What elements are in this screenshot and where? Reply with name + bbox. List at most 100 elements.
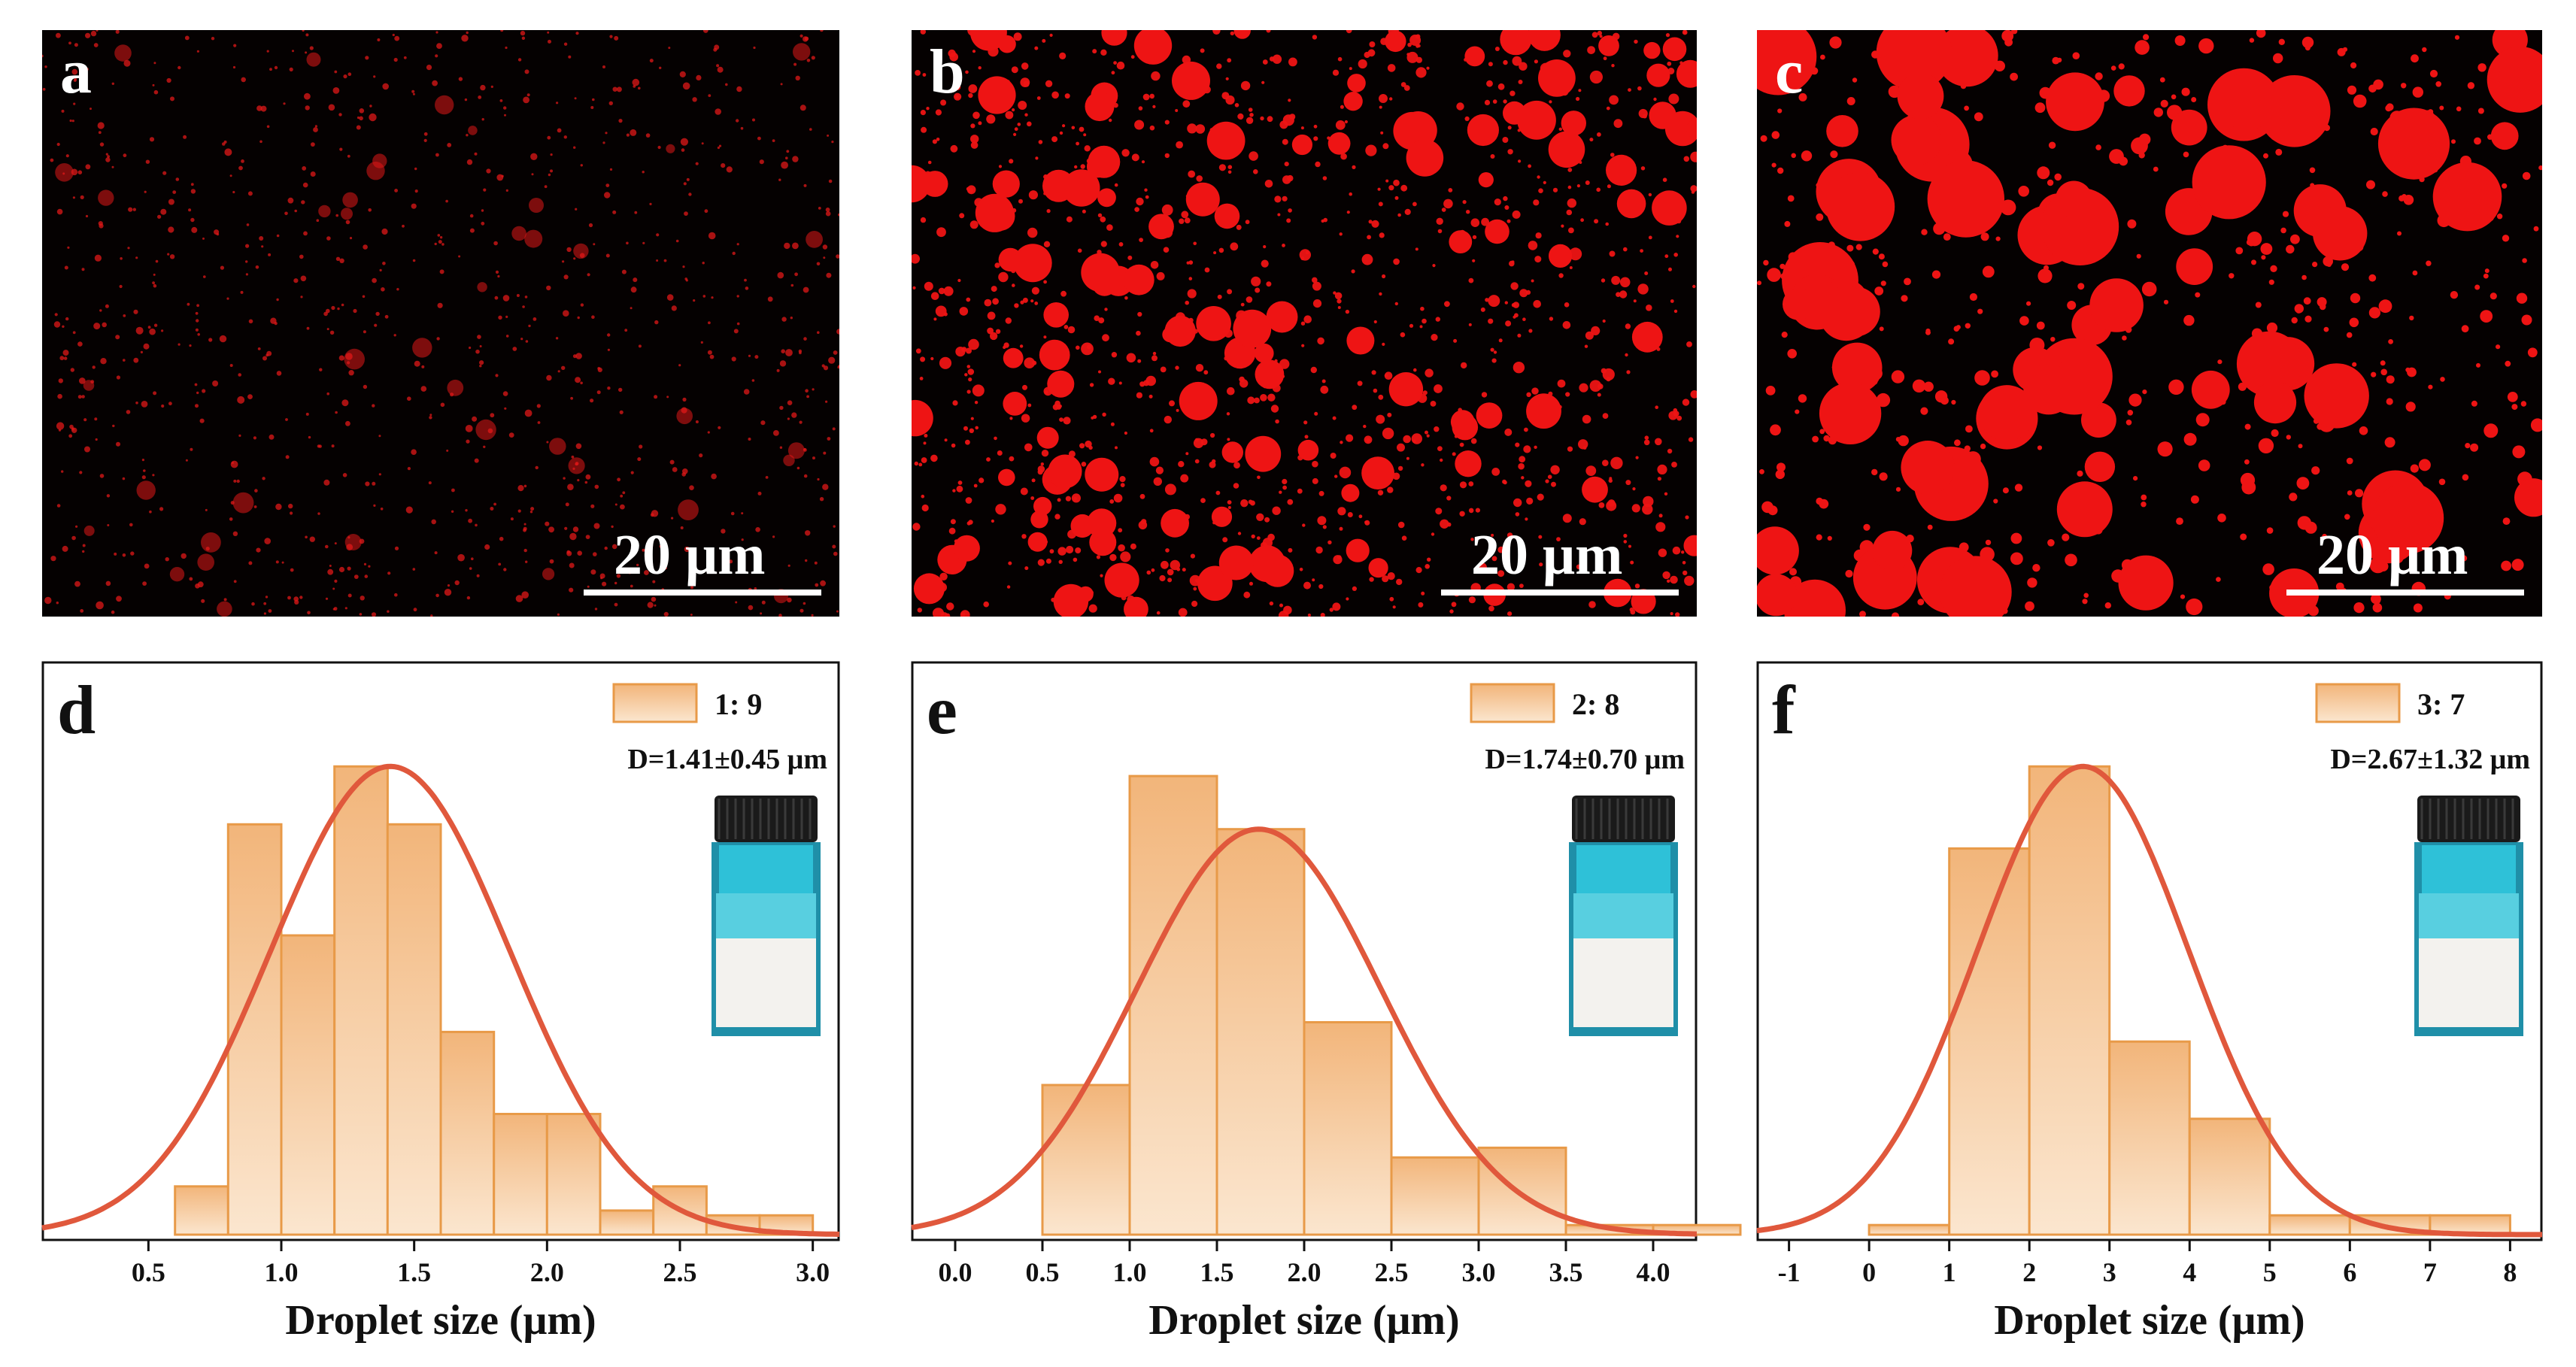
droplet <box>997 450 1003 456</box>
x-tick-label: 0.5 <box>132 1257 165 1287</box>
droplet <box>836 329 839 335</box>
droplet <box>1426 66 1430 70</box>
droplet <box>436 43 442 49</box>
droplet <box>1368 220 1373 224</box>
droplet <box>1130 543 1136 550</box>
droplet <box>238 165 243 171</box>
droplet <box>2496 214 2503 220</box>
droplet <box>83 525 95 536</box>
droplet <box>668 47 671 50</box>
droplet <box>786 150 790 153</box>
droplet <box>1921 229 1928 235</box>
droplet <box>1109 553 1117 562</box>
droplet <box>375 311 380 317</box>
droplet <box>1518 159 1522 163</box>
droplet <box>604 192 611 199</box>
droplet <box>707 431 710 434</box>
droplet <box>651 596 657 602</box>
droplet <box>1525 480 1532 487</box>
droplet <box>1302 523 1306 527</box>
droplet <box>607 333 611 337</box>
droplet <box>1118 528 1123 533</box>
droplet <box>1289 114 1296 120</box>
droplet <box>347 593 352 598</box>
droplet <box>195 328 199 332</box>
droplet <box>2282 211 2289 217</box>
droplet <box>107 155 110 159</box>
droplet <box>1237 532 1242 535</box>
x-tick-label: 3.0 <box>1462 1257 1496 1287</box>
droplet <box>1014 303 1019 308</box>
droplet <box>1690 185 1697 192</box>
droplet <box>1377 490 1384 496</box>
droplet <box>921 504 929 512</box>
droplet <box>1477 562 1487 572</box>
droplet <box>153 391 157 396</box>
droplet <box>2037 445 2043 450</box>
droplet <box>1346 211 1350 214</box>
droplet <box>256 547 261 553</box>
droplet <box>614 581 617 585</box>
droplet <box>345 420 350 426</box>
droplet <box>1161 508 1189 538</box>
droplet <box>795 75 800 80</box>
droplet <box>2380 360 2386 366</box>
droplet <box>1313 124 1318 129</box>
droplet <box>1602 319 1606 323</box>
droplet <box>812 456 815 460</box>
droplet <box>545 521 550 526</box>
droplet <box>666 144 675 153</box>
droplet <box>1831 342 1883 393</box>
droplet <box>1415 67 1427 78</box>
droplet <box>1953 326 1960 332</box>
droplet <box>505 189 508 192</box>
droplet <box>511 226 526 241</box>
histogram-f: -1 0 1 2 3 4 5 6 7 8 Droplet size (μm) 3: 7 D=2.67±1… <box>1756 661 2543 1344</box>
droplet <box>584 480 588 484</box>
droplet <box>1175 365 1179 370</box>
droplet <box>69 424 74 429</box>
droplet <box>2183 151 2189 158</box>
droplet <box>1664 111 1697 147</box>
droplet <box>1036 426 1059 449</box>
droplet <box>2261 255 2266 260</box>
droplet <box>111 610 115 614</box>
droplet <box>2157 441 2173 457</box>
droplet <box>2216 577 2221 582</box>
droplet <box>1104 308 1108 311</box>
droplet <box>590 399 594 403</box>
droplet <box>828 356 836 364</box>
droplet <box>1422 390 1428 396</box>
droplet <box>1648 192 1652 197</box>
droplet <box>1538 188 1543 193</box>
droplet <box>777 271 784 279</box>
droplet <box>1545 479 1549 483</box>
x-tick-label: 0.5 <box>1026 1257 1060 1287</box>
droplet <box>1365 144 1377 156</box>
droplet <box>2474 284 2480 290</box>
droplet <box>1100 216 1106 223</box>
histogram-bar <box>599 1209 655 1236</box>
droplet <box>56 602 59 605</box>
droplet <box>1373 320 1377 324</box>
micrograph-b: b 20 μm <box>912 30 1697 617</box>
droplet <box>718 426 721 429</box>
droplet <box>550 169 553 173</box>
droplet <box>2180 594 2186 599</box>
droplet <box>779 360 787 367</box>
droplet <box>1878 253 1885 260</box>
droplet <box>669 459 675 465</box>
droplet <box>263 612 266 615</box>
droplet <box>2026 301 2031 306</box>
droplet <box>1165 548 1170 553</box>
droplet <box>100 358 107 365</box>
droplet <box>153 89 159 95</box>
droplet <box>1584 344 1588 348</box>
droplet <box>1334 474 1338 478</box>
droplet <box>2136 253 2141 259</box>
droplet <box>477 282 487 292</box>
droplet <box>1352 405 1358 411</box>
droplet <box>1040 462 1044 466</box>
droplet <box>1676 235 1679 238</box>
droplet <box>457 553 465 562</box>
